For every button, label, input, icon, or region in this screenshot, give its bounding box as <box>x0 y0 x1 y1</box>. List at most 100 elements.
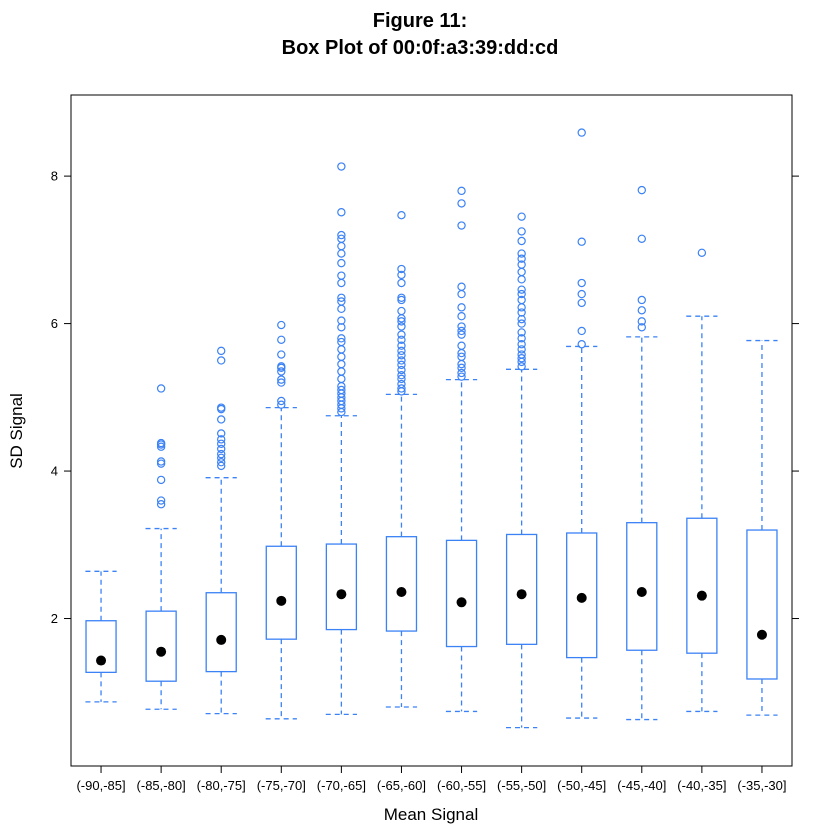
outlier-point <box>397 330 406 339</box>
outlier-point <box>337 271 346 280</box>
y-tick-label: 4 <box>51 464 58 479</box>
outlier-point <box>457 282 466 291</box>
outlier-point <box>337 352 346 361</box>
box-group <box>566 128 598 719</box>
median-dot <box>156 646 167 657</box>
outlier-point <box>337 304 346 314</box>
y-tick-label: 2 <box>51 611 58 626</box>
outlier-point <box>397 379 406 389</box>
outlier-point <box>457 312 466 321</box>
outlier-point <box>397 356 406 365</box>
outlier-point <box>577 298 586 308</box>
outlier-point <box>156 442 166 451</box>
box-group <box>205 346 237 715</box>
outlier-point <box>517 254 526 263</box>
outlier-point <box>637 317 646 326</box>
outlier-point <box>337 316 346 325</box>
outlier-point <box>517 289 526 299</box>
x-tick-label: (-40,-35] <box>677 778 726 793</box>
outlier-point <box>457 352 466 361</box>
outlier-point <box>156 384 166 393</box>
outlier-point <box>397 306 406 316</box>
outlier-point <box>577 340 586 349</box>
box-group <box>686 248 718 713</box>
outlier-point <box>217 415 226 424</box>
outlier-point <box>397 365 406 375</box>
outlier-point <box>457 363 466 373</box>
chart-title-line2: Box Plot of 00:0f:a3:39:dd:cd <box>282 37 559 59</box>
box-group <box>746 339 778 716</box>
y-axis-label: SD Signal <box>7 393 26 469</box>
outlier-point <box>337 208 346 217</box>
box-group <box>626 185 658 721</box>
outlier-point <box>337 359 346 369</box>
outlier-point <box>397 295 406 305</box>
x-axis: (-90,-85] (-85,-80] (-80,-75] (-75,-70] (-70… <box>76 766 787 793</box>
outlier-point <box>517 295 526 305</box>
outlier-point <box>397 317 406 326</box>
median-dot <box>516 589 527 600</box>
outlier-point <box>156 438 166 448</box>
iqr-box <box>746 529 778 680</box>
outlier-point <box>637 234 646 243</box>
outlier-point <box>517 362 526 371</box>
outlier-point <box>517 303 526 312</box>
outlier-point <box>457 186 466 196</box>
outlier-point <box>337 241 346 251</box>
outlier-point <box>457 326 466 336</box>
box-series <box>85 128 778 729</box>
outlier-point <box>517 236 526 246</box>
iqr-box <box>85 620 117 674</box>
outlier-point <box>277 378 286 387</box>
outlier-point <box>517 319 526 328</box>
x-axis-label: Mean Signal <box>384 805 479 824</box>
outlier-point <box>337 337 346 347</box>
outlier-point <box>156 459 166 468</box>
outlier-point <box>577 289 586 299</box>
outlier-point <box>337 234 346 243</box>
median-dot <box>456 597 467 608</box>
outlier-point <box>397 384 406 393</box>
outlier-point <box>517 345 526 354</box>
outlier-point <box>397 270 406 280</box>
outlier-point <box>397 374 406 384</box>
x-tick-label: (-90,-85] <box>76 778 125 793</box>
x-tick-label: (-65,-60] <box>377 778 426 793</box>
outlier-point <box>517 308 526 317</box>
y-tick-label: 8 <box>51 169 58 184</box>
outlier-point <box>517 249 526 258</box>
median-dot <box>336 589 347 600</box>
outlier-point <box>517 227 526 236</box>
median-dot <box>756 629 767 640</box>
y-axis: 2 4 6 8 <box>51 169 799 626</box>
outlier-point <box>217 403 226 412</box>
outlier-point <box>457 330 466 339</box>
outlier-point <box>397 360 406 370</box>
outlier-point <box>217 444 226 454</box>
outlier-point <box>457 368 466 378</box>
median-dot <box>276 595 287 606</box>
y-tick-label: 6 <box>51 316 58 331</box>
outlier-point <box>697 248 707 257</box>
outlier-point <box>337 345 346 354</box>
outlier-point <box>156 457 166 466</box>
outlier-point <box>637 295 646 305</box>
outlier-point <box>457 289 466 299</box>
box-group <box>265 320 297 720</box>
x-tick-label: (-35,-30] <box>737 778 786 793</box>
outlier-point <box>397 341 406 350</box>
median-dot <box>96 655 107 666</box>
outlier-point <box>217 461 226 471</box>
outlier-point <box>517 340 526 349</box>
outlier-point <box>217 458 226 467</box>
iqr-box <box>445 539 478 648</box>
iqr-box <box>145 610 177 682</box>
median-dot <box>396 586 407 597</box>
outlier-point <box>337 278 346 288</box>
outlier-point <box>457 221 466 230</box>
outlier-point <box>457 322 466 331</box>
x-tick-label: (-85,-80] <box>137 778 186 793</box>
outlier-point <box>397 335 406 345</box>
outlier-point <box>217 346 226 356</box>
